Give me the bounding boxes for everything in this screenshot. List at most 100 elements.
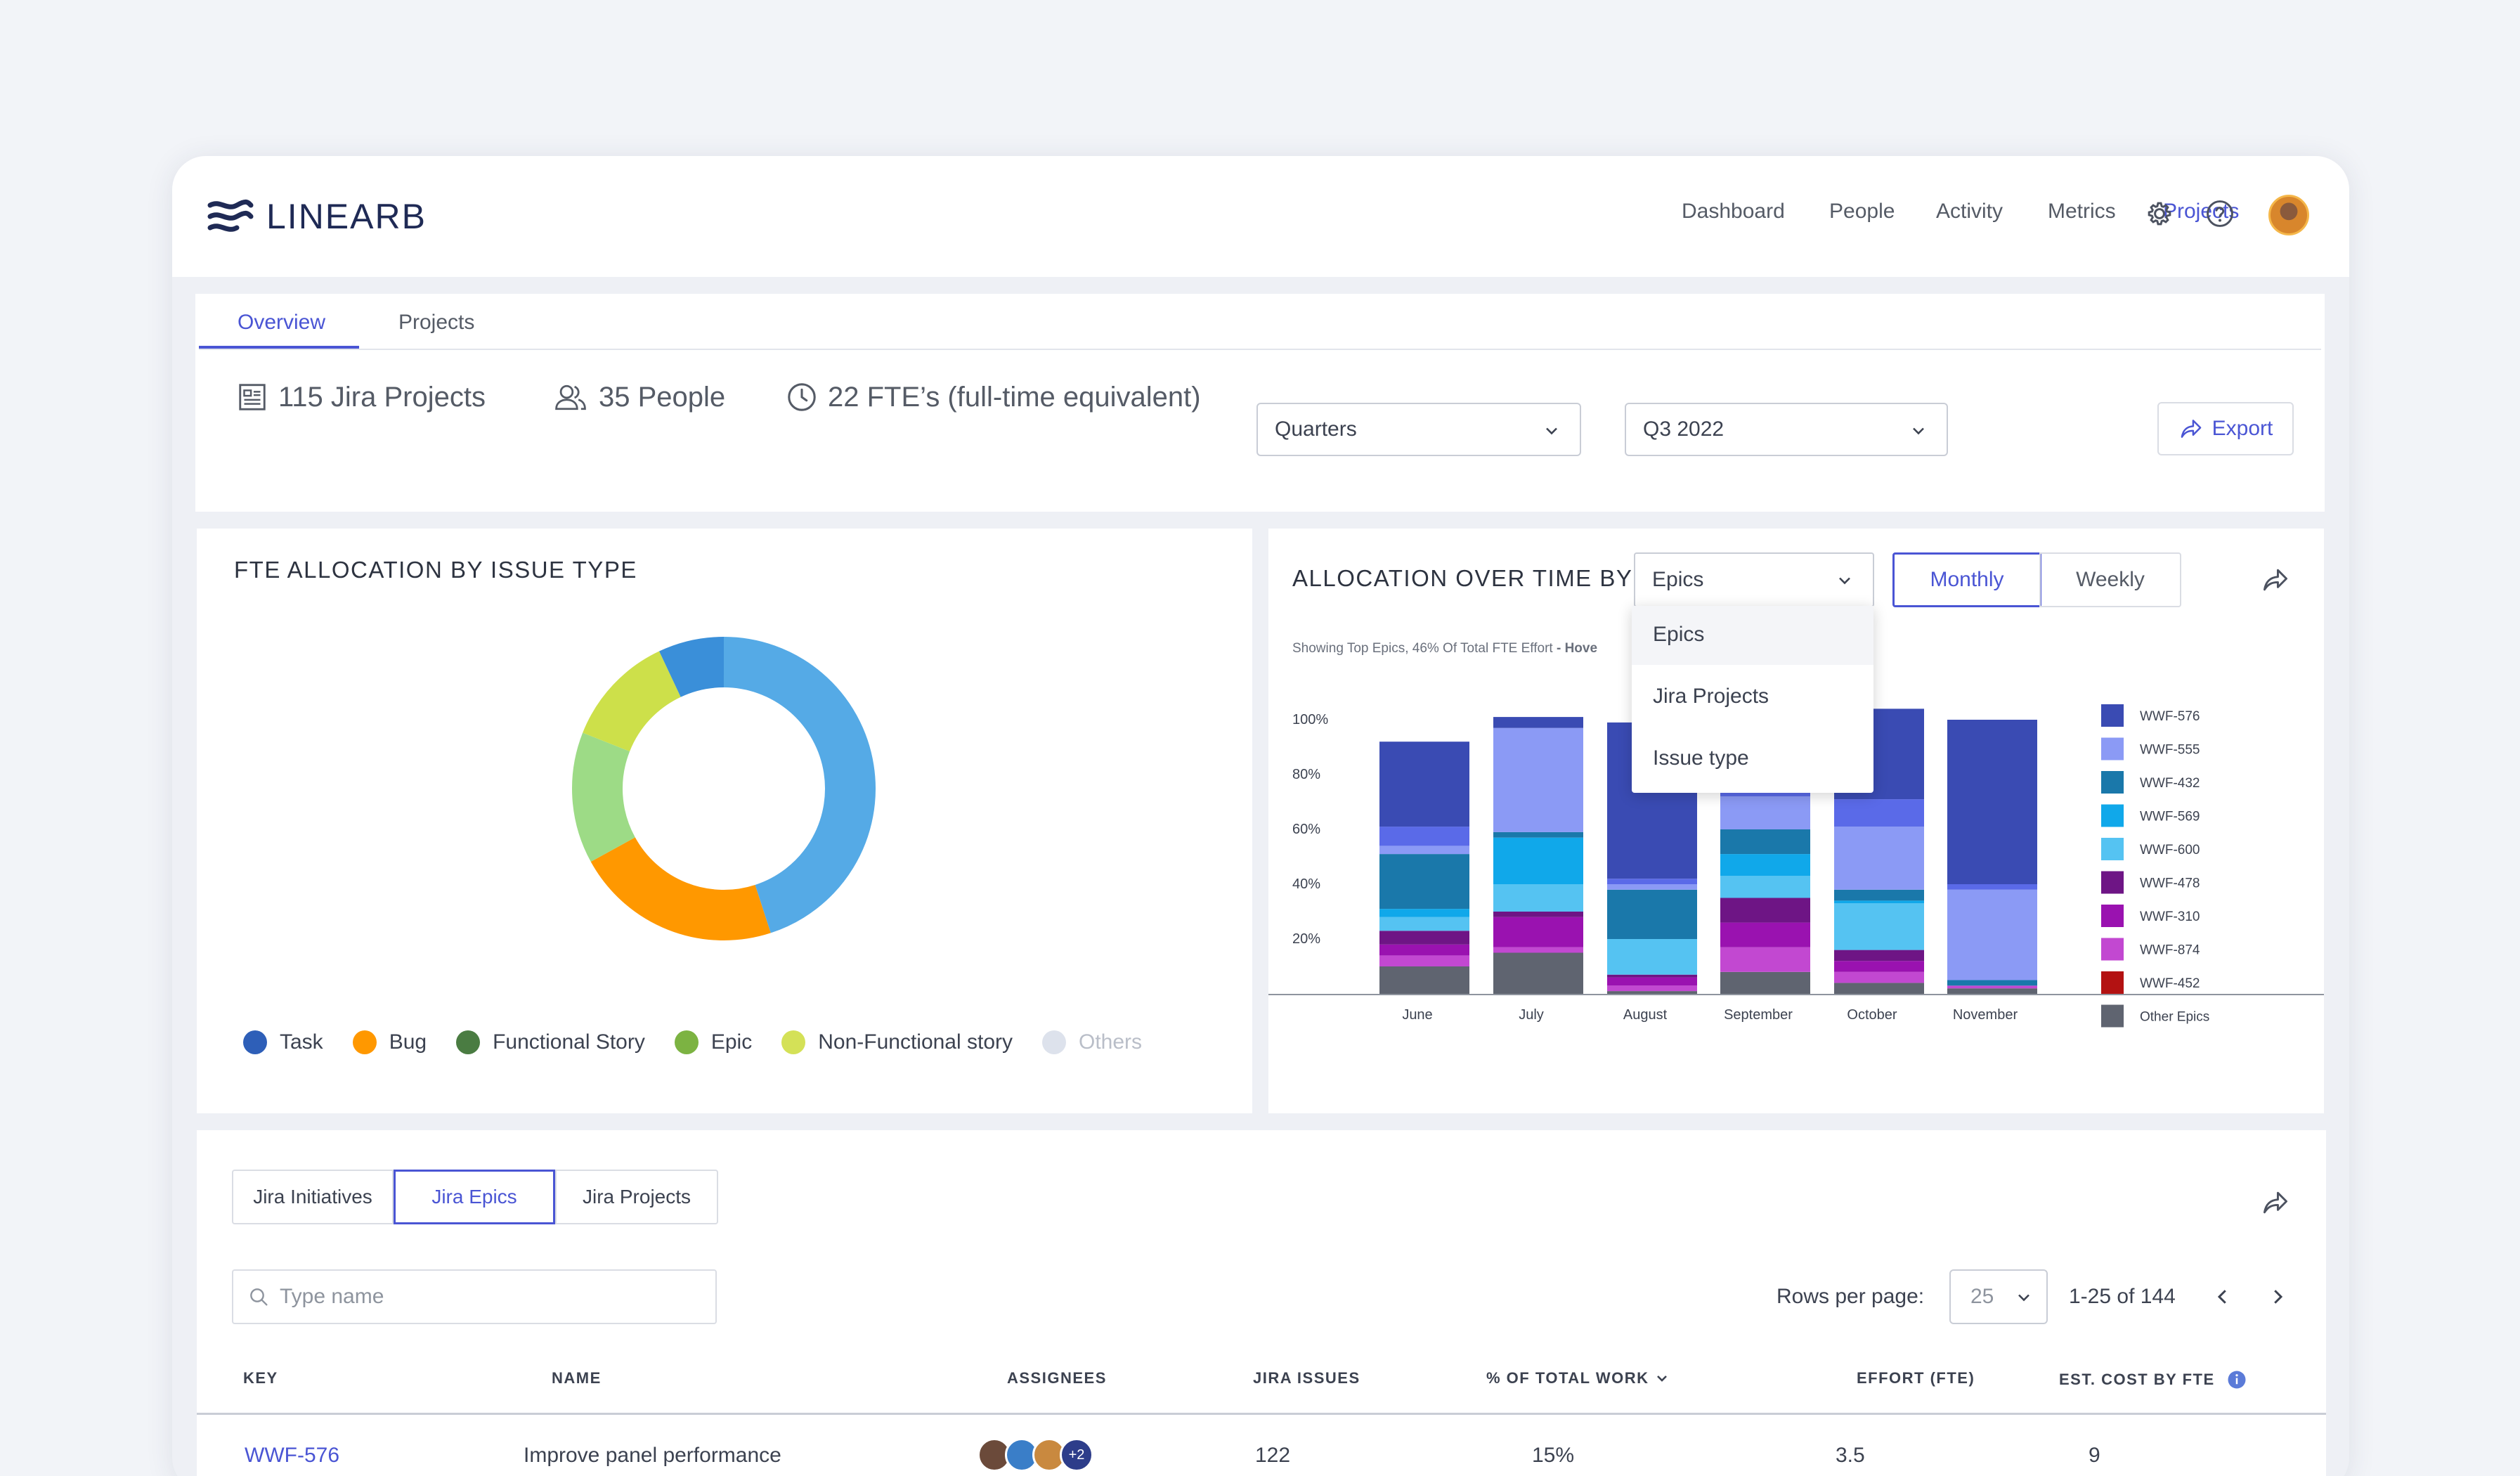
bar-segment-november-wwf-432[interactable] bbox=[1947, 980, 2037, 986]
legend-label[interactable]: WWF-600 bbox=[2140, 843, 2200, 857]
help-icon[interactable] bbox=[2204, 198, 2235, 229]
row-key-link[interactable]: WWF-576 bbox=[245, 1444, 339, 1467]
tab-projects[interactable]: Projects bbox=[398, 311, 475, 334]
bar-segment-october-other epics[interactable] bbox=[1834, 983, 1924, 994]
dropdown-option-jira-projects[interactable]: Jira Projects bbox=[1653, 685, 1769, 708]
bar-segment-november-other epics[interactable] bbox=[1947, 988, 2037, 994]
bar-segment-july-wwf-600[interactable] bbox=[1493, 884, 1583, 912]
bar-segment-september-wwf-555[interactable] bbox=[1720, 796, 1810, 829]
legend-label[interactable]: WWF-452 bbox=[2140, 976, 2200, 991]
column-header-jira-issues[interactable]: JIRA ISSUES bbox=[1253, 1369, 1360, 1387]
nav-metrics[interactable]: Metrics bbox=[2048, 200, 2116, 223]
assignee-overflow-badge[interactable]: +2 bbox=[1060, 1438, 1093, 1472]
bar-segment-august-wwf-874[interactable] bbox=[1607, 985, 1697, 992]
nav-people[interactable]: People bbox=[1829, 200, 1895, 223]
legend-item-epic[interactable]: Epic bbox=[674, 1030, 752, 1054]
tab-jira-projects[interactable]: Jira Projects bbox=[555, 1170, 718, 1224]
tab-overview[interactable]: Overview bbox=[238, 311, 326, 334]
legend-label[interactable]: Other Epics bbox=[2140, 1010, 2209, 1025]
column-header-percent-total-work[interactable]: % OF TOTAL WORK bbox=[1486, 1369, 1670, 1387]
bar-segment-november-wwf-576[interactable] bbox=[1947, 884, 2037, 890]
info-icon[interactable] bbox=[2226, 1369, 2247, 1390]
bar-segment-october-wwf-432[interactable] bbox=[1834, 889, 1924, 901]
bar-segment-september-wwf-432[interactable] bbox=[1720, 829, 1810, 855]
export-button[interactable]: Export bbox=[2157, 402, 2294, 455]
legend-label[interactable]: WWF-576 bbox=[2140, 709, 2200, 724]
bar-segment-june-wwf-576[interactable] bbox=[1379, 742, 1469, 827]
bar-segment-october-wwf-874[interactable] bbox=[1834, 971, 1924, 983]
bar-segment-october-wwf-310[interactable] bbox=[1834, 961, 1924, 972]
bar-segment-november-wwf-576[interactable] bbox=[1947, 720, 2037, 884]
bar-segment-august-wwf-576[interactable] bbox=[1607, 879, 1697, 884]
nav-dashboard[interactable]: Dashboard bbox=[1682, 200, 1785, 223]
user-avatar[interactable] bbox=[2268, 195, 2309, 235]
bar-segment-september-wwf-310[interactable] bbox=[1720, 922, 1810, 947]
bar-segment-august-wwf-432[interactable] bbox=[1607, 889, 1697, 939]
bar-segment-june-wwf-555[interactable] bbox=[1379, 846, 1469, 855]
bar-segment-june-wwf-569[interactable] bbox=[1379, 909, 1469, 917]
bar-segment-june-wwf-432[interactable] bbox=[1379, 854, 1469, 909]
rows-per-page-select[interactable]: 25 bbox=[1949, 1269, 2048, 1324]
donut-slice-non-functional-story[interactable] bbox=[583, 651, 682, 752]
share-icon[interactable] bbox=[2261, 567, 2290, 593]
legend-item-non-functional-story[interactable]: Non-Functional story bbox=[781, 1030, 1013, 1054]
bar-segment-june-other epics[interactable] bbox=[1379, 966, 1469, 994]
bar-segment-october-wwf-555[interactable] bbox=[1834, 827, 1924, 890]
monthly-toggle[interactable]: Monthly bbox=[1892, 552, 2041, 607]
bar-segment-july-wwf-478[interactable] bbox=[1493, 912, 1583, 917]
weekly-toggle[interactable]: Weekly bbox=[2039, 552, 2181, 607]
nav-activity[interactable]: Activity bbox=[1936, 200, 2003, 223]
legend-label[interactable]: WWF-569 bbox=[2140, 810, 2200, 824]
donut-slice-bug[interactable] bbox=[590, 836, 771, 940]
chevron-left-icon[interactable] bbox=[2212, 1286, 2233, 1307]
column-header-key[interactable]: KEY bbox=[243, 1369, 278, 1387]
legend-label[interactable]: WWF-310 bbox=[2140, 909, 2200, 924]
column-header-name[interactable]: NAME bbox=[552, 1369, 602, 1387]
bar-segment-june-wwf-600[interactable] bbox=[1379, 917, 1469, 931]
bar-segment-july-wwf-310[interactable] bbox=[1493, 917, 1583, 947]
bar-segment-july-wwf-576[interactable] bbox=[1493, 717, 1583, 728]
bar-segment-september-other epics[interactable] bbox=[1720, 971, 1810, 994]
bar-segment-november-wwf-874[interactable] bbox=[1947, 985, 2037, 989]
bar-segment-september-wwf-478[interactable] bbox=[1720, 898, 1810, 923]
bar-segment-november-wwf-555[interactable] bbox=[1947, 889, 2037, 980]
legend-label[interactable]: WWF-555 bbox=[2140, 743, 2200, 758]
bar-segment-june-wwf-478[interactable] bbox=[1379, 931, 1469, 945]
bar-segment-september-wwf-569[interactable] bbox=[1720, 854, 1810, 876]
bar-segment-july-wwf-569[interactable] bbox=[1493, 837, 1583, 884]
legend-label[interactable]: WWF-432 bbox=[2140, 776, 2200, 791]
column-header-effort[interactable]: EFFORT (FTE) bbox=[1857, 1369, 1975, 1387]
search-input[interactable]: Type name bbox=[232, 1269, 717, 1324]
legend-item-others[interactable]: Others bbox=[1042, 1030, 1142, 1054]
column-header-est-cost[interactable]: EST. COST BY FTE bbox=[2059, 1369, 2247, 1390]
bar-segment-september-wwf-600[interactable] bbox=[1720, 876, 1810, 898]
donut-slice-others[interactable] bbox=[659, 637, 725, 698]
bar-segment-october-wwf-569[interactable] bbox=[1834, 900, 1924, 904]
chevron-right-icon[interactable] bbox=[2267, 1286, 2288, 1307]
bar-segment-october-wwf-478[interactable] bbox=[1834, 950, 1924, 962]
bar-segment-june-wwf-310[interactable] bbox=[1379, 944, 1469, 956]
quarter-select[interactable]: Q3 2022 bbox=[1625, 403, 1948, 456]
bar-segment-september-wwf-576[interactable] bbox=[1720, 791, 1810, 797]
donut-slice-epic[interactable] bbox=[572, 732, 636, 862]
donut-slice-task[interactable] bbox=[723, 637, 876, 933]
period-select[interactable]: Quarters bbox=[1256, 403, 1581, 456]
legend-item-bug[interactable]: Bug bbox=[352, 1030, 427, 1054]
bar-segment-july-wwf-432[interactable] bbox=[1493, 831, 1583, 838]
bar-segment-july-other epics[interactable] bbox=[1493, 952, 1583, 995]
bar-segment-august-wwf-478[interactable] bbox=[1607, 974, 1697, 978]
bar-segment-june-wwf-874[interactable] bbox=[1379, 955, 1469, 966]
share-icon[interactable] bbox=[2261, 1189, 2290, 1216]
bar-segment-august-wwf-600[interactable] bbox=[1607, 939, 1697, 975]
legend-item-task[interactable]: Task bbox=[243, 1030, 323, 1054]
bar-segment-august-wwf-555[interactable] bbox=[1607, 884, 1697, 890]
group-by-select[interactable]: Epics bbox=[1634, 552, 1874, 607]
tab-jira-initiatives[interactable]: Jira Initiatives bbox=[232, 1170, 394, 1224]
column-header-assignees[interactable]: ASSIGNEES bbox=[1007, 1369, 1107, 1387]
dropdown-option-epics[interactable]: Epics bbox=[1653, 623, 1705, 646]
bar-segment-july-wwf-874[interactable] bbox=[1493, 947, 1583, 953]
legend-label[interactable]: WWF-478 bbox=[2140, 876, 2200, 891]
tab-jira-epics[interactable]: Jira Epics bbox=[394, 1170, 555, 1224]
bar-segment-july-wwf-555[interactable] bbox=[1493, 727, 1583, 832]
bar-segment-october-wwf-576[interactable] bbox=[1834, 799, 1924, 827]
